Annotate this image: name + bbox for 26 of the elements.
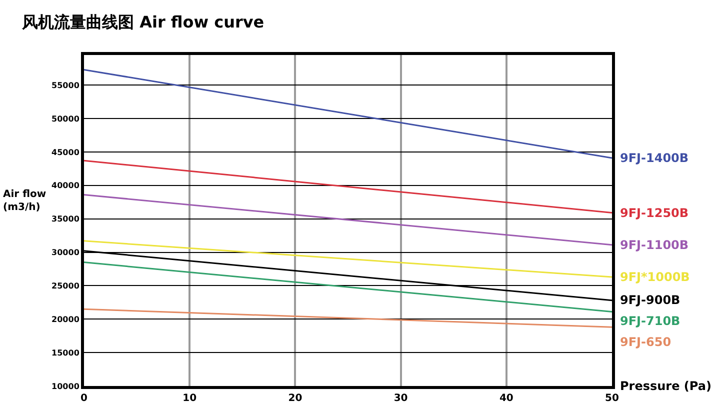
x-tick-label: 0 xyxy=(80,393,88,404)
y-tick-label: 25000 xyxy=(52,282,80,290)
x-axis-title: Pressure (Pa) xyxy=(620,379,712,393)
x-tick-label: 40 xyxy=(499,393,514,404)
x-tick-label: 50 xyxy=(605,393,619,404)
series-label: 9FJ-1100B xyxy=(620,238,689,252)
y-tick-label: 10000 xyxy=(52,382,80,391)
y-tick-label: 35000 xyxy=(52,214,80,224)
series-label: 9FJ*1000B xyxy=(620,270,690,284)
x-tick-label: 10 xyxy=(182,393,197,404)
y-tick-label: 20000 xyxy=(52,314,80,324)
y-tick-label: 40000 xyxy=(52,181,80,190)
chart-title: 风机流量曲线图 Air flow curve xyxy=(21,12,264,32)
y-tick-label: 30000 xyxy=(52,248,80,258)
series-label: 9FJ-650 xyxy=(620,335,672,349)
y-axis-title: Air flow (m3/h) xyxy=(3,189,46,213)
y-tick-label: 45000 xyxy=(52,148,80,157)
x-tick-label: 30 xyxy=(394,393,408,404)
y-tick-label: 50000 xyxy=(52,114,80,124)
series-label: 9FJ-1250B xyxy=(620,206,689,220)
y-tick-label: 15000 xyxy=(52,348,80,358)
y-tick-label: 55000 xyxy=(52,80,80,90)
x-tick-label: 20 xyxy=(288,393,302,404)
series-label: 9FJ-900B xyxy=(620,293,680,307)
series-label: 9FJ-1400B xyxy=(620,151,689,165)
series-label: 9FJ-710B xyxy=(620,314,680,328)
